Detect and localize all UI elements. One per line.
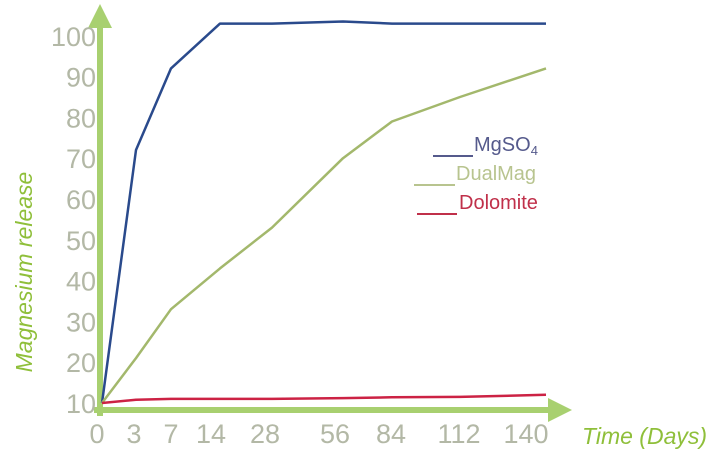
x-axis-arrow xyxy=(548,398,572,422)
y-tick-label: 10 xyxy=(66,389,96,419)
y-axis-arrow xyxy=(88,4,112,28)
y-tick-label: 100 xyxy=(51,22,96,52)
legend: MgSO4 DualMag Dolomite xyxy=(414,134,538,215)
x-tick-label: 56 xyxy=(320,419,350,449)
x-tick-label: 28 xyxy=(250,419,280,449)
y-tick-label: 30 xyxy=(66,307,96,337)
series-lines xyxy=(100,20,547,405)
series-line-dualmag xyxy=(101,67,547,404)
series-line-mgso4 xyxy=(100,20,546,404)
y-tick-label: 40 xyxy=(66,267,96,297)
x-tick-label: 0 xyxy=(89,419,104,449)
y-tick-label: 80 xyxy=(66,103,96,133)
axes xyxy=(88,4,572,422)
legend-item-dualmag: DualMag xyxy=(414,163,536,186)
x-tick-label: 84 xyxy=(376,419,406,449)
x-tick-label: 7 xyxy=(163,419,178,449)
x-tick-labels: 0 3 7 14 28 56 84 112 140 xyxy=(89,419,548,449)
y-tick-label: 70 xyxy=(66,144,96,174)
legend-label-dolomite: Dolomite xyxy=(459,192,538,214)
y-tick-label: 50 xyxy=(66,226,96,256)
legend-label-mgso4: MgSO xyxy=(474,134,531,156)
legend-label-mgso4-subscript: 4 xyxy=(531,143,538,158)
x-tick-label: 3 xyxy=(126,419,141,449)
y-tick-labels: 10 20 30 40 50 60 70 80 90 100 xyxy=(51,22,96,419)
x-tick-label: 140 xyxy=(503,419,548,449)
legend-item-dolomite: Dolomite xyxy=(417,192,538,215)
y-axis-label: Magnesium release xyxy=(11,172,37,373)
svg-text:MgSO4: MgSO4 xyxy=(474,134,538,158)
x-axis-label: Time (Days) xyxy=(582,423,707,449)
y-tick-label: 60 xyxy=(66,185,96,215)
y-tick-label: 20 xyxy=(66,348,96,378)
x-tick-label: 14 xyxy=(196,419,226,449)
x-tick-label: 112 xyxy=(437,419,480,449)
legend-label-dualmag: DualMag xyxy=(456,163,536,185)
series-line-dolomite xyxy=(101,393,547,405)
legend-item-mgso4: MgSO4 xyxy=(433,134,538,158)
y-tick-label: 90 xyxy=(66,63,96,93)
